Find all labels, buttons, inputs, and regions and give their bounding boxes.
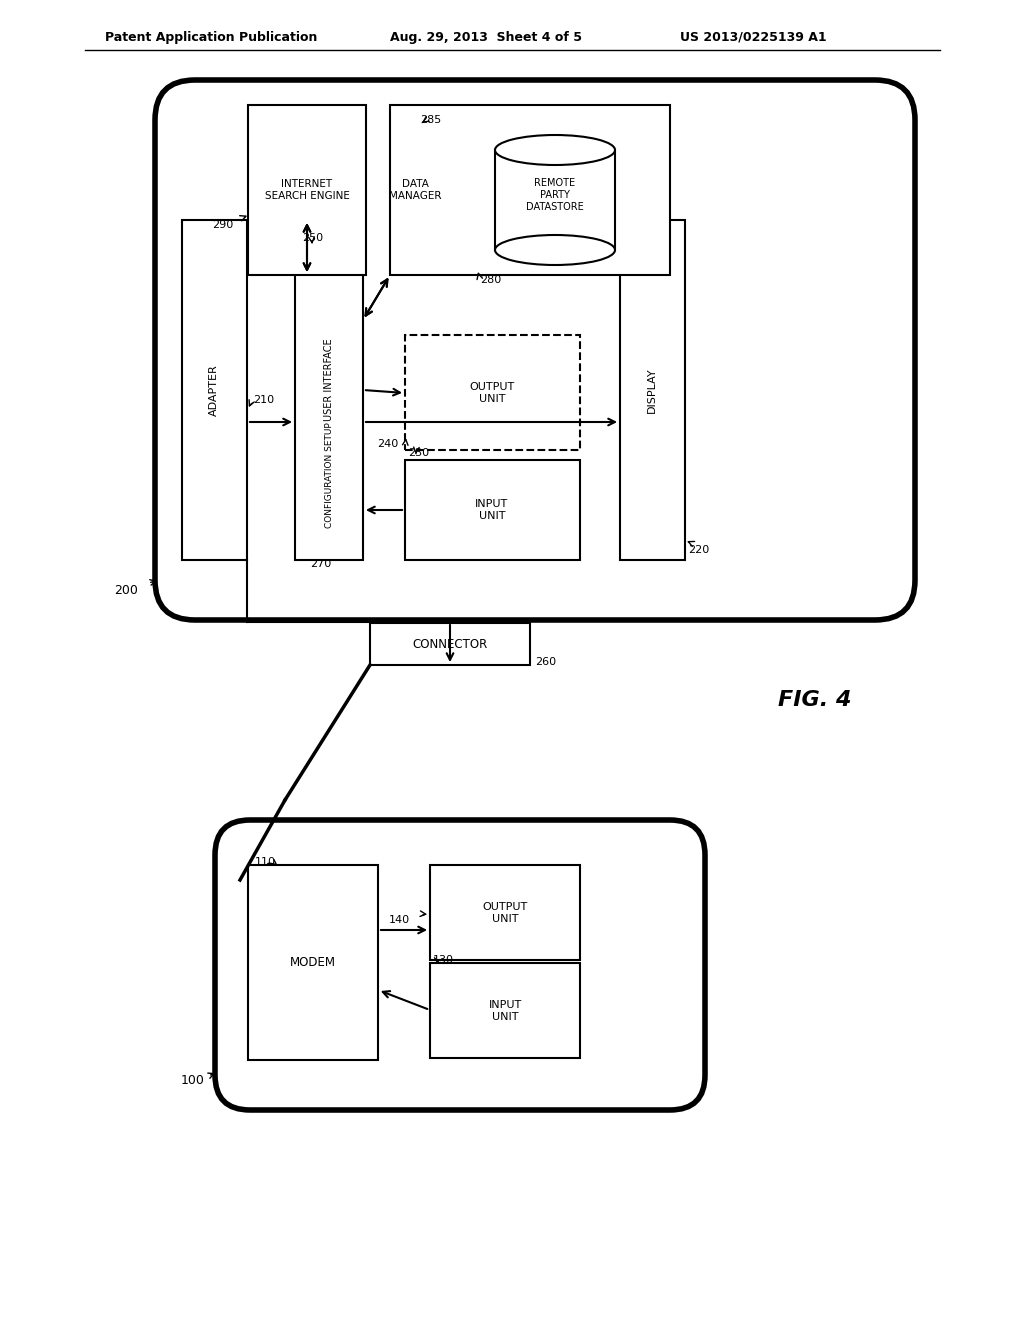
Bar <box>182 220 247 560</box>
Text: 200: 200 <box>114 583 138 597</box>
Text: 240: 240 <box>377 440 398 449</box>
Text: 140: 140 <box>389 915 410 925</box>
Text: ADAPTER: ADAPTER <box>209 364 219 416</box>
Text: DATA
MANAGER: DATA MANAGER <box>389 180 441 201</box>
Text: INPUT
UNIT: INPUT UNIT <box>475 499 509 521</box>
Bar <box>370 623 530 665</box>
Text: CONFIGURATION SETUP: CONFIGURATION SETUP <box>325 422 334 528</box>
Text: DISPLAY: DISPLAY <box>647 367 657 413</box>
Bar <box>430 964 580 1059</box>
Bar <box>390 106 670 275</box>
FancyBboxPatch shape <box>215 820 705 1110</box>
Text: Patent Application Publication: Patent Application Publication <box>105 30 317 44</box>
Text: 280: 280 <box>480 275 502 285</box>
Text: 110: 110 <box>255 857 276 867</box>
Bar <box>495 150 615 249</box>
Text: REMOTE
PARTY
DATASTORE: REMOTE PARTY DATASTORE <box>526 178 584 211</box>
Bar <box>430 865 580 960</box>
Text: 285: 285 <box>420 115 441 125</box>
Text: US 2013/0225139 A1: US 2013/0225139 A1 <box>680 30 826 44</box>
Bar <box>248 865 378 1060</box>
Text: 210: 210 <box>253 395 274 405</box>
Text: INPUT
UNIT: INPUT UNIT <box>488 1001 521 1022</box>
FancyBboxPatch shape <box>155 81 915 620</box>
Text: 260: 260 <box>535 657 556 667</box>
Bar <box>620 220 685 560</box>
Text: FIG. 4: FIG. 4 <box>778 690 852 710</box>
Text: 290: 290 <box>212 220 233 230</box>
Text: OUTPUT
UNIT: OUTPUT UNIT <box>482 902 527 924</box>
Text: 130: 130 <box>433 954 454 965</box>
Text: 250: 250 <box>302 234 324 243</box>
Text: OUTPUT
UNIT: OUTPUT UNIT <box>469 383 515 404</box>
Ellipse shape <box>495 135 615 165</box>
Text: CONNECTOR: CONNECTOR <box>413 638 487 651</box>
Text: USER INTERFACE: USER INTERFACE <box>324 339 334 421</box>
Text: MODEM: MODEM <box>290 957 336 969</box>
Text: 270: 270 <box>310 558 331 569</box>
Bar <box>248 106 366 275</box>
Text: INTERNET
SEARCH ENGINE: INTERNET SEARCH ENGINE <box>264 180 349 201</box>
Text: 100: 100 <box>181 1073 205 1086</box>
Text: Aug. 29, 2013  Sheet 4 of 5: Aug. 29, 2013 Sheet 4 of 5 <box>390 30 582 44</box>
Bar <box>406 459 580 560</box>
Bar <box>406 335 580 450</box>
Ellipse shape <box>495 235 615 265</box>
Bar <box>295 220 362 560</box>
Text: 230: 230 <box>408 447 429 458</box>
Text: 220: 220 <box>688 545 710 554</box>
